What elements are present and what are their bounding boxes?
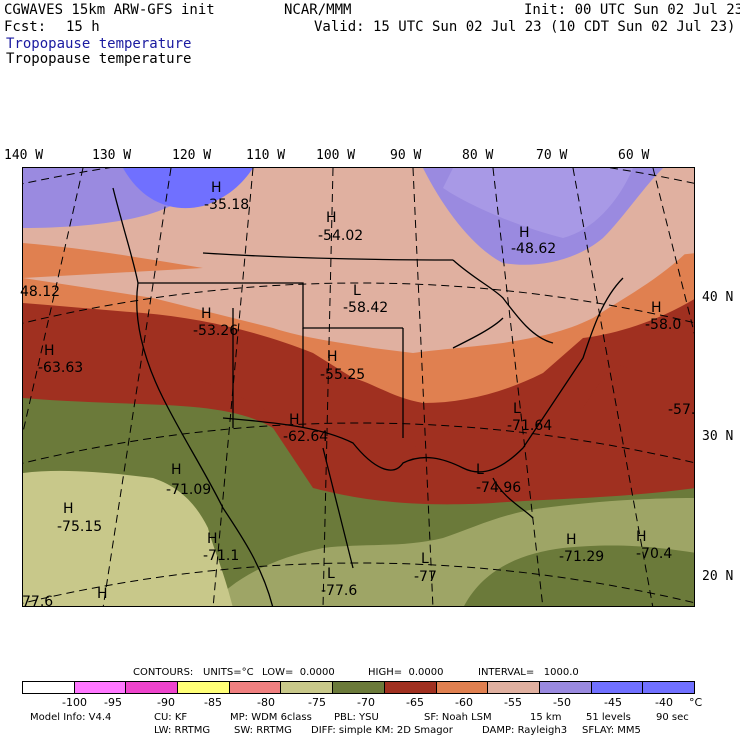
shortwave-scheme: SW: RRTMG [234, 725, 292, 736]
color-swatch [333, 682, 385, 693]
pbl-scheme: PBL: YSU [334, 712, 379, 723]
lon-label: 70 W [536, 148, 568, 163]
lon-label: 110 W [246, 148, 286, 163]
lon-label: 100 W [316, 148, 356, 163]
lon-label: 140 W [4, 148, 44, 163]
lon-label: 60 W [618, 148, 650, 163]
vertical-levels: 51 levels [586, 712, 631, 723]
lon-label: 130 W [92, 148, 132, 163]
damping-scheme: DAMP: Rayleigh3 [482, 725, 568, 736]
colorbar-tick: -65 [406, 696, 424, 709]
model-title: CGWAVES 15km ARW-GFS init [4, 2, 215, 18]
colorbar-tick: -85 [204, 696, 222, 709]
contours-units: UNITS=°C [203, 667, 254, 678]
field-subtitle: Tropopause temperature [6, 51, 192, 67]
surface-layer-scheme: SFLAY: MM5 [582, 725, 641, 736]
color-swatch [126, 682, 179, 693]
colorbar-tick: -95 [104, 696, 122, 709]
color-swatch [23, 682, 75, 693]
microphysics-scheme: MP: WDM 6class [230, 712, 312, 723]
colorbar-tick: -70 [357, 696, 375, 709]
lat-label: 20 N [702, 569, 734, 584]
grid-spacing: 15 km [530, 712, 562, 723]
forecast-label: Fcst: [4, 19, 47, 35]
field-title: Tropopause temperature [6, 36, 192, 52]
map-panel [22, 167, 695, 607]
contours-label: CONTOURS: [133, 667, 194, 678]
cumulus-scheme: CU: KF [154, 712, 188, 723]
color-swatch [74, 682, 127, 693]
color-swatch [178, 682, 230, 693]
color-swatch [488, 682, 540, 693]
color-legend-bar [22, 681, 695, 694]
colorbar-tick: -40 [655, 696, 673, 709]
lat-label: 40 N [702, 290, 734, 305]
colorbar-tick: -45 [604, 696, 622, 709]
lon-label: 80 W [462, 148, 494, 163]
colorbar-tick: -80 [257, 696, 275, 709]
color-swatch [229, 682, 282, 693]
colorbar-tick: -90 [157, 696, 175, 709]
colorbar-tick: -55 [504, 696, 522, 709]
forecast-hour: 15 h [66, 19, 100, 35]
colorbar-tick: -60 [455, 696, 473, 709]
color-swatch [591, 682, 644, 693]
diffusion-scheme: DIFF: simple KM: 2D Smagor [311, 725, 453, 736]
lat-label: 30 N [702, 429, 734, 444]
surface-scheme: SF: Noah LSM [424, 712, 492, 723]
time-step: 90 sec [656, 712, 689, 723]
valid-time: Valid: 15 UTC Sun 02 Jul 23 (10 CDT Sun … [314, 19, 736, 35]
colorbar-tick: -50 [553, 696, 571, 709]
contours-interval: INTERVAL= 1000.0 [478, 667, 579, 678]
colorbar-tick: -75 [308, 696, 326, 709]
init-time: Init: 00 UTC Sun 02 Jul 23 [524, 2, 740, 18]
longwave-scheme: LW: RRTMG [154, 725, 211, 736]
colorbar-tick: -100 [62, 696, 87, 709]
color-swatch [539, 682, 592, 693]
color-swatch [281, 682, 334, 693]
contours-high: HIGH= 0.0000 [368, 667, 444, 678]
color-swatch [384, 682, 437, 693]
color-swatch [643, 682, 694, 693]
lon-label: 120 W [172, 148, 212, 163]
tropopause-temperature-map [23, 168, 694, 606]
organization: NCAR/MMM [284, 2, 352, 18]
lon-label: 90 W [390, 148, 422, 163]
color-swatch [436, 682, 489, 693]
model-info: Model Info: V4.4 [30, 712, 112, 723]
colorbar-unit: °C [689, 696, 703, 709]
contours-low: LOW= 0.0000 [262, 667, 335, 678]
